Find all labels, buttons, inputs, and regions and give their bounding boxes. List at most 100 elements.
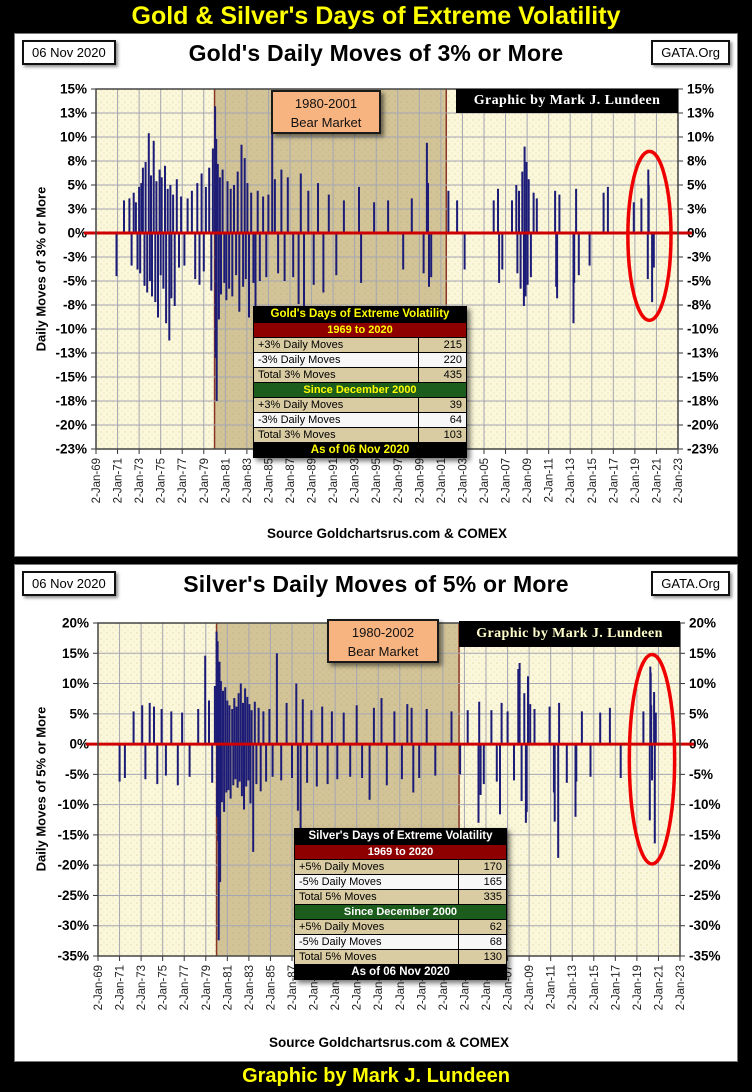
table-cell-value: 435 bbox=[418, 367, 467, 383]
bar bbox=[529, 233, 532, 278]
y-tick-label-left: 8% bbox=[67, 154, 87, 169]
y-tick-label-right: 8% bbox=[687, 154, 707, 169]
y-tick-label-left: -10% bbox=[55, 322, 87, 337]
y-tick-label-left: -18% bbox=[55, 394, 87, 409]
bar bbox=[310, 710, 313, 745]
chart-title: Gold's Daily Moves of 3% or More bbox=[188, 40, 564, 66]
bar bbox=[216, 641, 219, 745]
bar bbox=[228, 705, 231, 744]
bar bbox=[501, 233, 504, 270]
bar bbox=[500, 702, 503, 745]
bar bbox=[558, 702, 561, 745]
bar bbox=[466, 710, 469, 745]
bar bbox=[146, 233, 149, 293]
table-cell-value: 170 bbox=[458, 859, 507, 875]
x-tick-label: 2-Jan-09 bbox=[524, 965, 536, 1010]
bar bbox=[642, 711, 645, 745]
y-tick-label-right: 5% bbox=[687, 178, 707, 193]
bar bbox=[228, 233, 231, 289]
y-axis-title: Daily Moves of 3% or More bbox=[33, 186, 49, 352]
bar bbox=[134, 202, 137, 233]
bar bbox=[140, 183, 143, 233]
table-header: Silver's Days of Extreme Volatility bbox=[294, 828, 507, 845]
highlight-ellipse bbox=[627, 652, 677, 866]
x-tick-label: 2-Jan-05 bbox=[479, 458, 491, 503]
bar bbox=[524, 233, 527, 297]
bar bbox=[307, 190, 310, 233]
bar bbox=[277, 233, 280, 274]
x-tick-label: 2-Jan-15 bbox=[587, 458, 599, 503]
bar bbox=[132, 192, 135, 233]
bar bbox=[226, 700, 229, 745]
table-row: -5% Daily Moves 165 bbox=[293, 874, 507, 890]
bar bbox=[525, 744, 528, 812]
bar bbox=[141, 705, 144, 744]
bar bbox=[176, 744, 179, 786]
y-tick-label-left: -20% bbox=[55, 418, 87, 433]
bar bbox=[303, 233, 305, 316]
bar bbox=[229, 744, 232, 799]
table-row: Since December 2000 bbox=[253, 382, 467, 398]
x-tick-label: 2-Jan-11 bbox=[544, 458, 556, 503]
bar bbox=[138, 186, 141, 233]
bar bbox=[202, 233, 205, 272]
bar bbox=[495, 744, 498, 782]
y-tick-label-left: 20% bbox=[62, 616, 89, 631]
bar bbox=[573, 233, 576, 283]
y-tick-label-left: -8% bbox=[63, 298, 87, 313]
table-cell-value: 103 bbox=[418, 427, 467, 443]
bar bbox=[197, 709, 200, 745]
table-period2: Since December 2000 bbox=[294, 904, 507, 920]
bar bbox=[427, 183, 429, 233]
bar bbox=[240, 744, 243, 797]
bar bbox=[259, 744, 262, 792]
bar bbox=[128, 198, 131, 233]
bar bbox=[225, 233, 228, 301]
bar bbox=[175, 179, 178, 233]
y-tick-label-left: 5% bbox=[67, 178, 87, 193]
bar bbox=[219, 681, 222, 745]
bar bbox=[518, 663, 521, 745]
bar bbox=[235, 706, 238, 745]
y-tick-label-right: -3% bbox=[687, 250, 711, 265]
table-cell-label: Total 5% Moves bbox=[293, 889, 460, 905]
x-tick-label: 2-Jan-01 bbox=[436, 458, 448, 503]
x-tick-label: 2-Jan-21 bbox=[653, 965, 665, 1010]
bar bbox=[373, 202, 376, 233]
bar bbox=[525, 162, 528, 233]
bar bbox=[651, 233, 654, 303]
bar bbox=[144, 162, 147, 233]
bar bbox=[291, 744, 293, 778]
bar bbox=[360, 233, 363, 283]
table-row: -3% Daily Moves 64 bbox=[252, 412, 467, 428]
x-tick-label: 2-Jan-09 bbox=[522, 458, 534, 503]
bar bbox=[358, 186, 360, 233]
x-tick-label: 2-Jan-75 bbox=[158, 965, 170, 1010]
gata-org-box: GATA.Org bbox=[651, 40, 730, 65]
highlight-ellipse bbox=[626, 149, 673, 323]
x-tick-label: 2-Jan-83 bbox=[244, 965, 256, 1010]
table-cell-label: -5% Daily Moves bbox=[293, 934, 460, 950]
bar bbox=[235, 233, 238, 276]
bar bbox=[227, 744, 230, 791]
table-cell-label: -5% Daily Moves bbox=[293, 874, 460, 890]
x-tick-label: 2-Jan-87 bbox=[285, 458, 297, 503]
bar bbox=[244, 688, 247, 745]
bar bbox=[412, 744, 415, 793]
bar bbox=[265, 744, 268, 782]
bar bbox=[204, 186, 207, 233]
bar bbox=[156, 744, 159, 785]
bar bbox=[158, 169, 161, 233]
bar bbox=[459, 744, 462, 775]
bar bbox=[247, 744, 250, 781]
bar bbox=[234, 744, 237, 780]
x-tick-label: 2-Jan-79 bbox=[201, 965, 213, 1010]
bar bbox=[155, 181, 158, 233]
bar bbox=[283, 233, 286, 281]
bar bbox=[217, 233, 220, 320]
bar bbox=[226, 181, 229, 233]
y-tick-label-left: 10% bbox=[60, 130, 87, 145]
table-cell-value: 335 bbox=[458, 889, 507, 905]
bar bbox=[410, 707, 413, 745]
table-footer: As of 06 Nov 2020 bbox=[294, 964, 507, 980]
